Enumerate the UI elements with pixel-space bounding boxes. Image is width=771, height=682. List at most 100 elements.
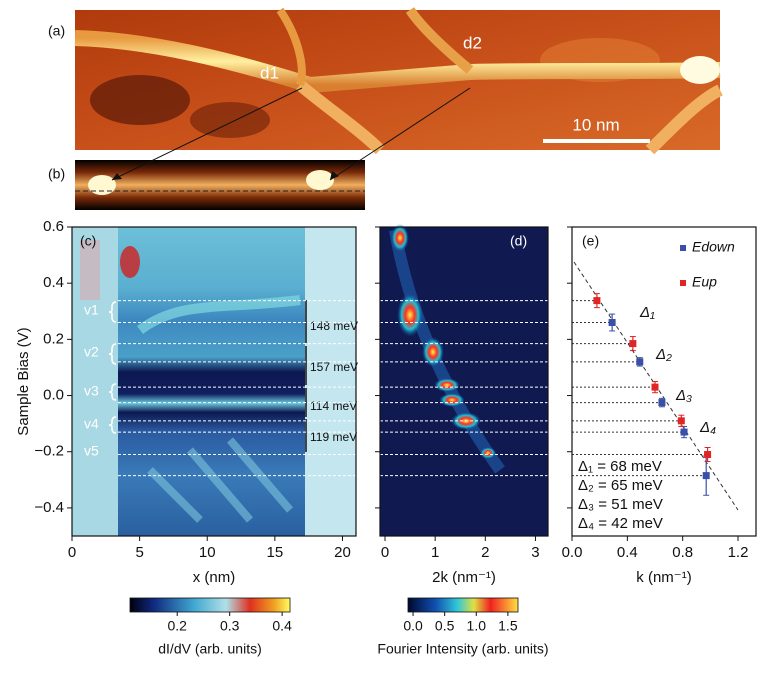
heatmap-c-rect (80, 240, 100, 300)
heatmap-c-rect (118, 227, 305, 536)
heatmap-c-path (137, 295, 301, 335)
data-point (636, 358, 644, 366)
colorbar-label: Fourier Intensity (arb. units) (377, 641, 548, 657)
x-tick-label: 0 (68, 544, 76, 561)
legend-swatch (680, 280, 686, 286)
x-tick-label: 20 (334, 544, 351, 561)
heatmap-c-ellipse (120, 246, 140, 278)
heatmap-c-path (147, 437, 294, 523)
x-axis-label: x (nm) (193, 569, 236, 586)
stm-image-a-path (296, 80, 385, 155)
gap-label: 114 meV (310, 399, 357, 413)
plot-frame (571, 226, 757, 537)
stm-image-b (75, 87, 471, 210)
plot-frame (71, 226, 357, 537)
state-label: v1 (84, 302, 99, 318)
legend-swatch (680, 245, 686, 251)
state-label: v5 (84, 443, 99, 459)
colorbar (407, 597, 519, 613)
data-point (629, 340, 637, 348)
state-label: v4 (84, 416, 99, 432)
heatmap-c-rect (305, 227, 356, 536)
y-tick-label: 0.6 (43, 218, 64, 235)
image-label: d2 (463, 33, 482, 52)
x-axis-label: 2k (nm⁻¹) (432, 569, 496, 586)
legend-label: Eup (692, 274, 717, 290)
state-label: v3 (84, 383, 99, 399)
legend-label: Edown (692, 239, 735, 255)
x-tick-label: 0.8 (672, 544, 693, 561)
heatmap-d-ellipse (422, 337, 444, 367)
stm-image-b-line (111, 87, 303, 181)
scale-bar-label: 10 nm (572, 115, 619, 134)
stm-image-a-path (405, 7, 474, 74)
stm-image-a-path (74, 30, 721, 94)
x-tick-label: 1.2 (728, 544, 749, 561)
gap-label: 119 meV (310, 430, 357, 444)
stm-image-a-path (276, 7, 306, 87)
colorbar-tick-label: 0.0 (403, 618, 423, 634)
y-tick-label: 0.0 (43, 387, 64, 404)
data-point (658, 399, 666, 407)
panel-label: (e) (582, 233, 599, 249)
data-point (702, 472, 710, 480)
annotation: Δ₄ = 42 meV (578, 515, 663, 532)
colorbar-label: dI/dV (arb. units) (158, 641, 262, 657)
stm-image-a-ellipse (680, 56, 720, 84)
y-tick-label: 0.4 (43, 274, 64, 291)
y-tick-label: −0.4 (34, 499, 64, 516)
panel-label: (c) (80, 233, 96, 249)
data-point (651, 383, 659, 391)
x-tick-label: 5 (135, 544, 143, 561)
annotation: Δ₁ = 68 meV (578, 458, 662, 475)
heatmap-d-ellipse (480, 447, 496, 459)
delta-label: Δ₃ (675, 387, 692, 404)
colorbar-tick-label: 0.2 (167, 618, 187, 634)
delta-label: Δ₄ (699, 419, 716, 436)
annotations-c-path (108, 301, 117, 434)
x-tick-label: 1 (431, 544, 439, 561)
state-label: v2 (84, 344, 99, 360)
x-tick-label: 0 (381, 544, 389, 561)
stm-image-b-line (329, 87, 471, 181)
stm-image-a-ellipse (90, 75, 190, 125)
data-point (680, 428, 688, 436)
x-tick-label: 15 (267, 544, 284, 561)
image-label: d1 (260, 63, 279, 82)
panel-label: (a) (48, 23, 65, 39)
x-tick-label: 3 (531, 544, 539, 561)
gap-label: 157 meV (310, 360, 358, 374)
delta-label: Δ₁ (639, 304, 655, 321)
y-axis-label: Sample Bias (V) (15, 327, 32, 435)
colorbar-tick-label: 0.5 (435, 618, 455, 634)
heatmap-d-ellipse (397, 293, 423, 337)
stm-image-a (74, 7, 723, 155)
heatmap-c (72, 227, 356, 536)
stm-image-a-ellipse (190, 102, 270, 138)
gap-label: 148 meV (310, 319, 358, 333)
x-tick-label: 0.0 (562, 544, 583, 561)
y-tick-label: 0.2 (43, 330, 64, 347)
panel-label: (d) (510, 233, 527, 249)
panel-label: (b) (48, 166, 65, 182)
stm-image-a-path (645, 84, 723, 155)
data-point (677, 417, 685, 425)
colorbar-tick-label: 1.0 (467, 618, 487, 634)
colorbar-tick-label: 0.3 (220, 618, 240, 634)
heatmap-d-ellipse (391, 224, 409, 252)
annotation: Δ₂ = 65 meV (578, 477, 663, 494)
colorbar-tick-label: 1.5 (498, 618, 518, 634)
heatmap-d (380, 224, 548, 536)
plot-frame (379, 226, 549, 537)
x-tick-label: 2 (481, 544, 489, 561)
heatmap-d-ellipse (439, 393, 465, 407)
stm-image-b-ellipse (306, 170, 334, 190)
heatmap-d-ellipse (434, 378, 460, 392)
x-axis-label: k (nm⁻¹) (636, 569, 691, 586)
data-point (593, 297, 601, 305)
x-tick-label: 10 (199, 544, 216, 561)
data-point (608, 319, 616, 327)
delta-label: Δ₂ (655, 346, 672, 363)
data-point (704, 451, 712, 459)
